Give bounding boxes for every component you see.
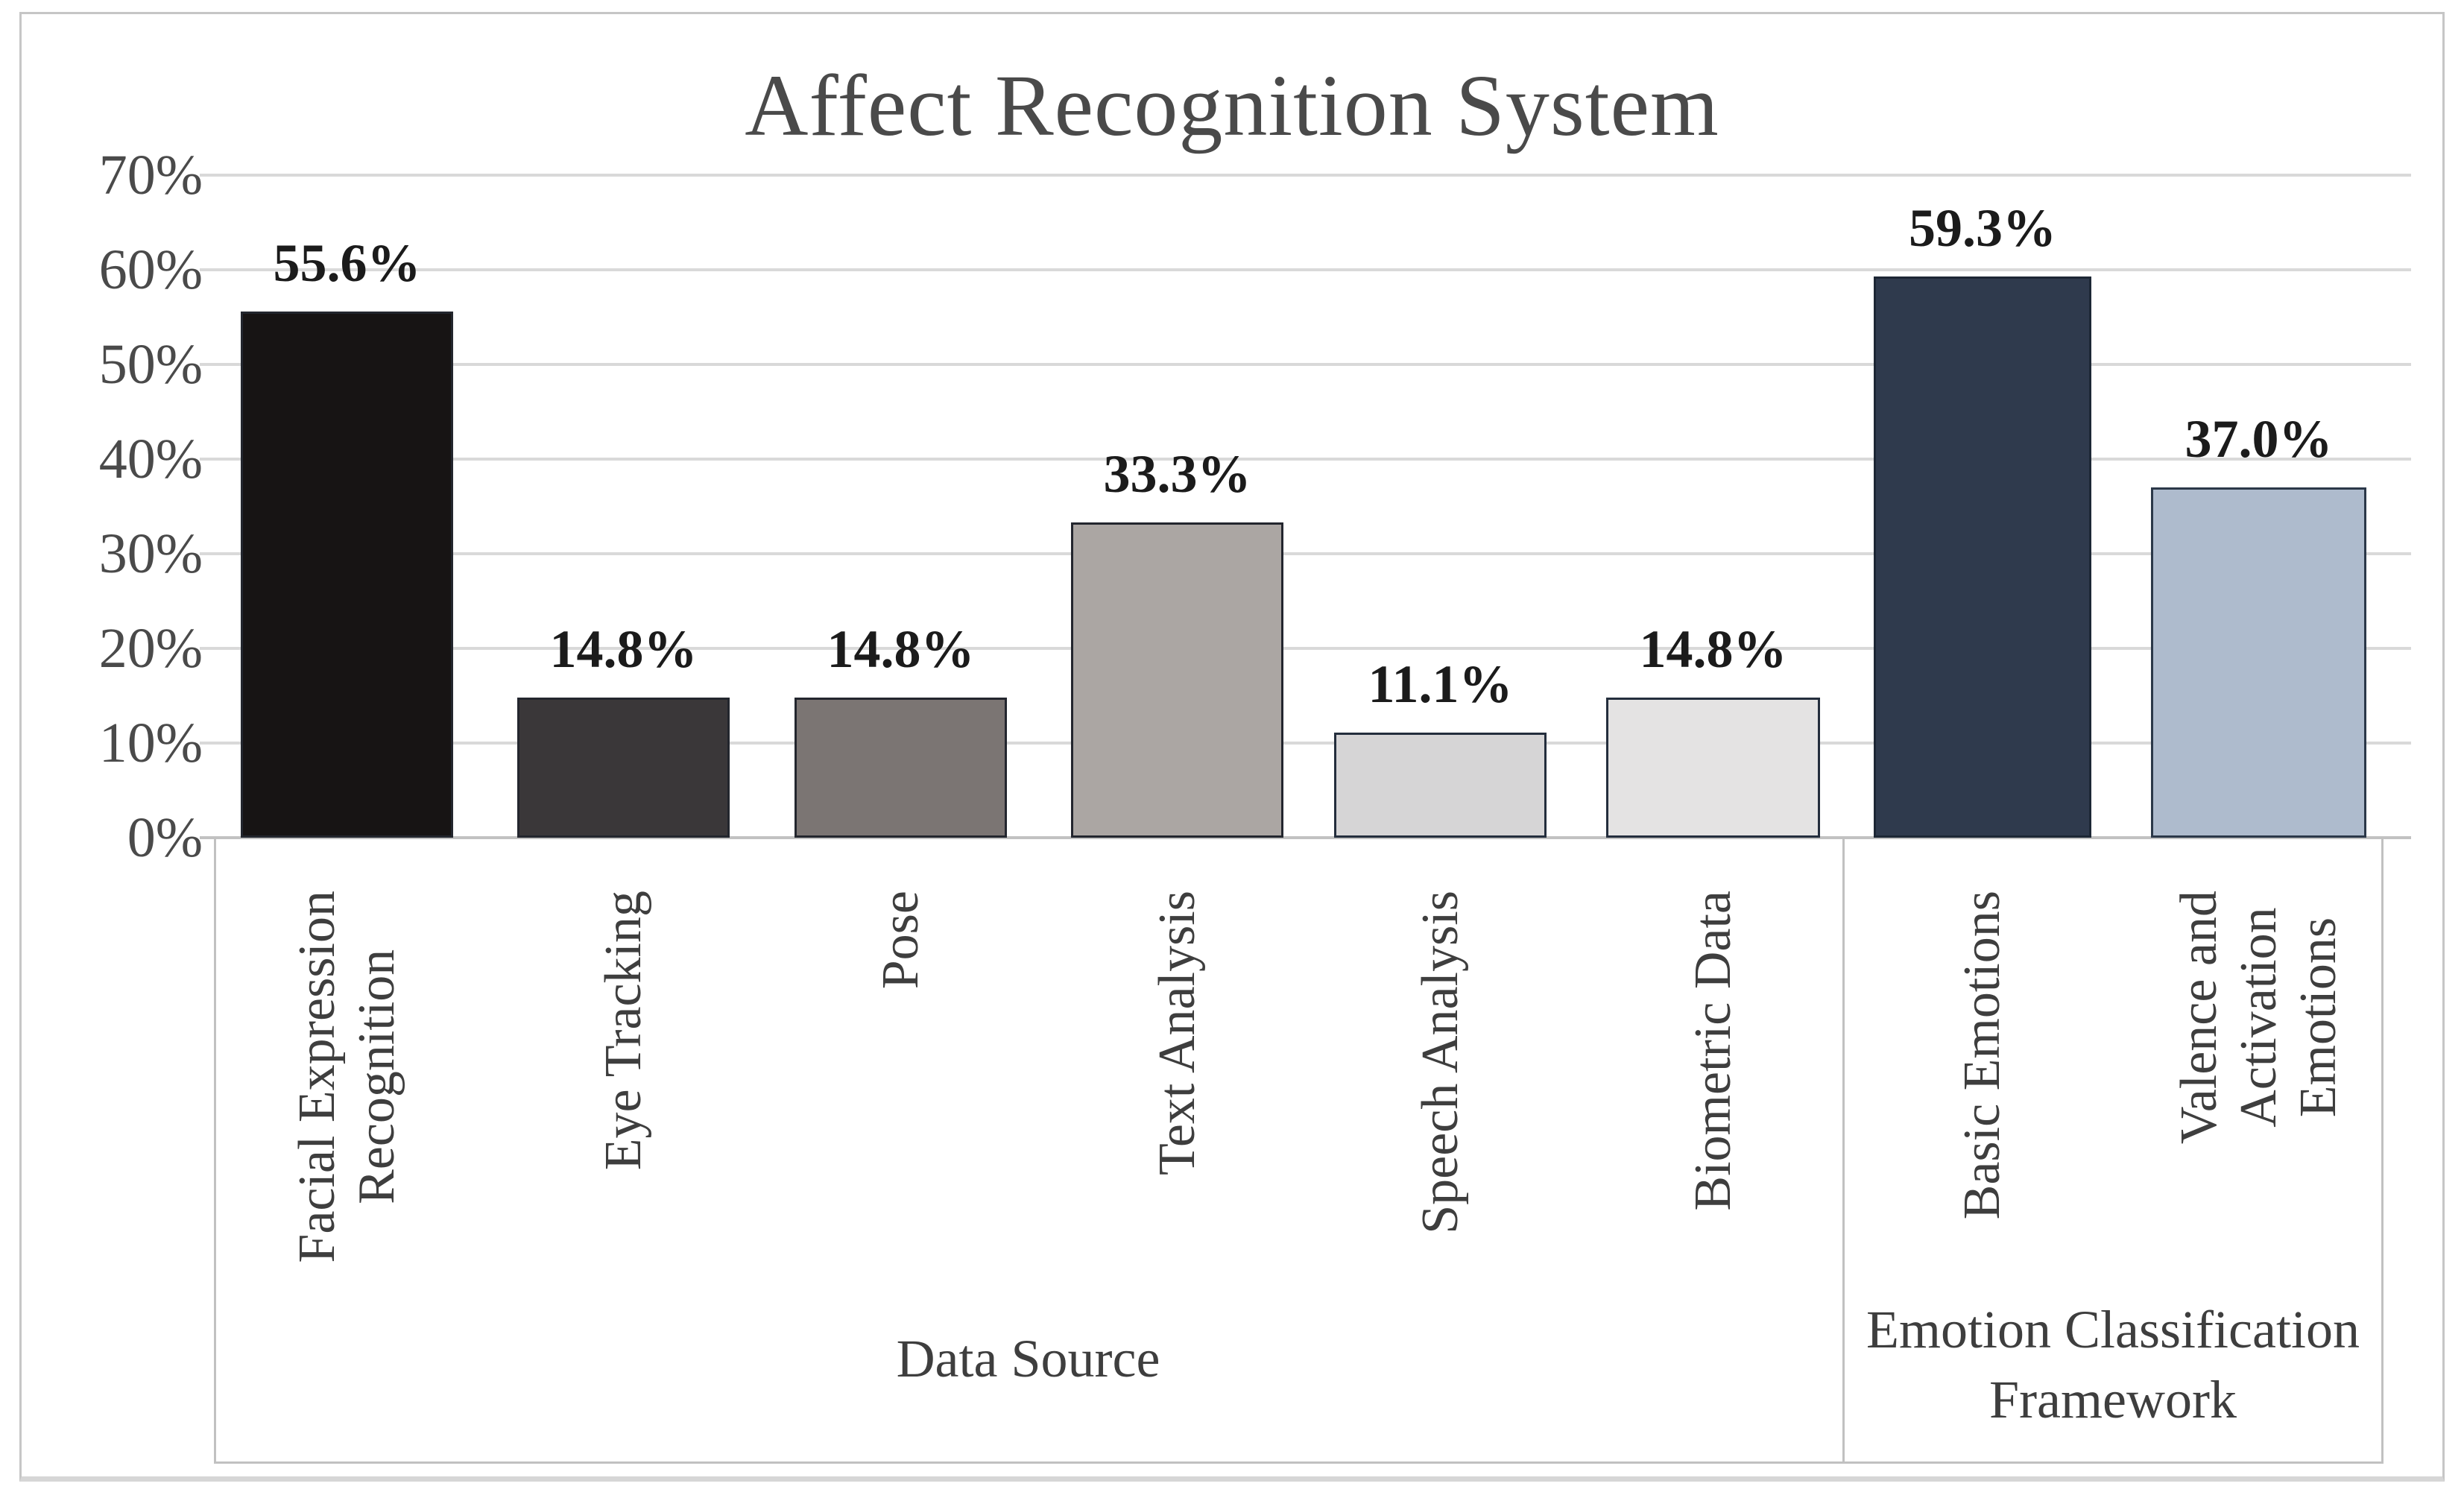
bar — [2151, 487, 2366, 838]
bar-value-label: 11.1% — [1368, 654, 1513, 714]
x-axis-category-label-text: Facial Expression Recognition — [288, 891, 405, 1263]
x-axis-category-label-text: Biometric Data — [1684, 891, 1742, 1211]
x-axis-category-label-text: Basic Emotions — [1953, 891, 2011, 1220]
bar — [1874, 276, 2091, 838]
gridline — [200, 363, 2411, 366]
gridline — [200, 174, 2411, 177]
bar — [517, 698, 730, 838]
chart-title: Affect Recognition System — [745, 57, 1719, 154]
bar-value-label: 14.8% — [827, 619, 975, 679]
y-axis-tick-label: 10% — [98, 712, 203, 774]
y-axis-tick-label: 50% — [98, 333, 203, 396]
x-axis-category-label-text: Text Analysis — [1148, 891, 1206, 1176]
y-axis-tick-label: 70% — [98, 144, 203, 206]
x-axis-category-label-text: Eye Tracking — [594, 891, 652, 1171]
gridline — [200, 647, 2411, 650]
gridline — [200, 268, 2411, 271]
y-axis-tick-label: 30% — [98, 522, 203, 585]
bar — [241, 312, 453, 838]
bar-value-label: 33.3% — [1103, 444, 1251, 504]
bar — [1334, 733, 1547, 838]
x-axis-category-label-text: Pose — [871, 891, 929, 990]
bar — [795, 698, 1007, 838]
y-axis-tick-label: 60% — [98, 238, 203, 301]
category-group-box-emotion-framework — [1842, 838, 2384, 1464]
category-group-box-data-source — [214, 838, 1842, 1464]
bar — [1606, 698, 1820, 838]
gridline — [200, 742, 2411, 745]
bar-value-label: 37.0% — [2185, 409, 2333, 469]
y-axis-tick-label: 20% — [98, 617, 203, 680]
gridline — [200, 552, 2411, 555]
bar-value-label: 55.6% — [273, 233, 421, 293]
gridline — [200, 458, 2411, 461]
bar — [1071, 522, 1283, 838]
bar-value-label: 14.8% — [1639, 619, 1787, 679]
axis-group-label-emotion-framework: Emotion Classification Framework — [1866, 1300, 2360, 1429]
y-axis-tick-label: 0% — [127, 806, 203, 869]
x-axis-line — [200, 836, 2411, 839]
bar-value-label: 59.3% — [1909, 198, 2056, 258]
bar-value-label: 14.8% — [549, 619, 698, 679]
x-axis-category-label-text: Speech Analysis — [1411, 891, 1469, 1234]
axis-group-label-data-source: Data Source — [896, 1329, 1160, 1388]
y-axis-tick-label: 40% — [98, 428, 203, 490]
x-axis-category-label-text: Valence and Activation Emotions — [2170, 891, 2347, 1145]
chart-border — [19, 12, 2445, 1482]
